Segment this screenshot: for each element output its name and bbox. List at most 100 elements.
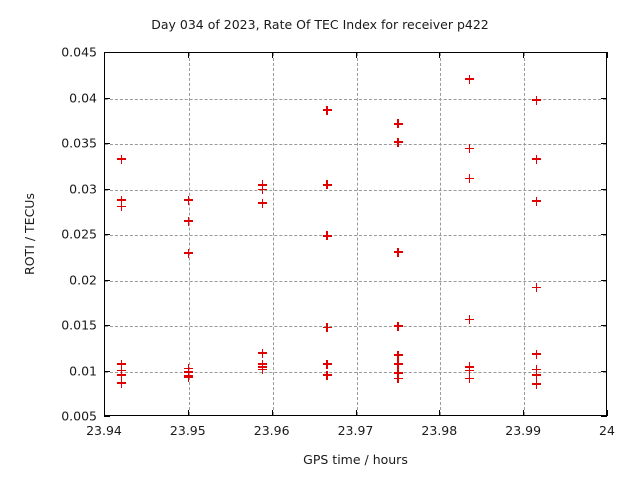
data-point-marker xyxy=(258,198,268,208)
y-tick-label: 0.005 xyxy=(61,408,97,424)
data-point-marker xyxy=(117,202,127,212)
gridline-horizontal xyxy=(105,371,606,373)
data-point-marker xyxy=(322,323,332,333)
y-tick-mark xyxy=(104,97,110,99)
x-axis-label: GPS time / hours xyxy=(303,452,408,467)
data-point-marker xyxy=(258,180,268,190)
data-point-marker xyxy=(117,195,127,205)
y-tick-mark xyxy=(601,279,607,281)
x-tick-mark xyxy=(439,52,441,58)
data-point-marker xyxy=(532,283,542,293)
data-point-marker xyxy=(532,196,542,206)
data-point-marker xyxy=(465,74,475,84)
x-tick-mark xyxy=(607,410,608,416)
x-tick-mark xyxy=(187,52,189,58)
y-tick-mark xyxy=(601,188,607,190)
y-tick-mark xyxy=(104,370,110,372)
gridline-horizontal xyxy=(105,280,606,282)
gridline-horizontal xyxy=(105,144,606,145)
data-point-marker xyxy=(117,154,127,164)
plot-area xyxy=(104,52,607,416)
x-tick-label: 23.97 xyxy=(337,423,374,438)
data-point-marker xyxy=(465,362,475,372)
y-tick-label: 0.04 xyxy=(69,90,97,105)
data-point-marker xyxy=(393,137,403,147)
y-tick-mark xyxy=(104,143,110,144)
x-tick-mark xyxy=(187,410,189,416)
gridline-vertical xyxy=(440,53,442,415)
data-point-marker xyxy=(258,359,268,369)
y-axis-tick-labels: 0.005 0.01 0.015 0.02 0.025 0.03 0.035 0.04 0.04… xyxy=(0,45,97,424)
x-tick-label: 23.98 xyxy=(421,423,458,438)
x-tick-mark xyxy=(355,410,357,416)
chart-title: Day 034 of 2023, Rate Of TEC Index for r… xyxy=(151,17,489,32)
data-point-marker xyxy=(258,362,268,372)
x-tick-mark xyxy=(271,410,273,416)
y-tick-label: 0.025 xyxy=(61,226,97,242)
y-tick-label: 0.045 xyxy=(61,44,97,60)
x-tick-label: 23.95 xyxy=(169,423,206,438)
y-tick-mark xyxy=(601,97,607,99)
data-point-marker xyxy=(532,379,542,389)
data-point-marker xyxy=(258,348,268,358)
data-point-marker xyxy=(393,247,403,257)
x-tick-label: 23.96 xyxy=(253,423,290,438)
y-tick-mark xyxy=(104,52,110,53)
y-tick-label: 0.035 xyxy=(61,135,97,151)
y-tick-label: 0.02 xyxy=(69,272,97,287)
y-tick-mark xyxy=(104,325,110,326)
y-tick-mark xyxy=(601,370,607,372)
gridline-horizontal xyxy=(105,189,606,191)
data-point-marker xyxy=(322,359,332,369)
x-tick-label: 23.99 xyxy=(505,423,542,438)
gridline-vertical xyxy=(188,53,190,415)
x-tick-label: 23.94 xyxy=(86,423,122,438)
data-point-marker xyxy=(532,365,542,375)
data-point-marker xyxy=(465,374,475,384)
gridline-vertical xyxy=(356,53,358,415)
data-point-marker xyxy=(532,349,542,359)
y-tick-label: 0.03 xyxy=(69,181,97,196)
x-tick-mark xyxy=(271,52,273,58)
data-point-marker xyxy=(532,95,542,105)
data-point-marker xyxy=(322,180,332,190)
x-tick-label: 24 xyxy=(599,423,615,438)
data-point-marker xyxy=(465,144,475,154)
y-tick-mark xyxy=(104,416,110,417)
gridline-horizontal xyxy=(105,326,606,327)
y-tick-mark xyxy=(601,416,607,417)
y-tick-mark xyxy=(104,279,110,281)
x-tick-mark xyxy=(607,52,608,58)
x-tick-mark xyxy=(523,410,525,416)
data-point-marker xyxy=(393,350,403,360)
data-point-marker xyxy=(393,368,403,378)
data-point-marker xyxy=(393,359,403,369)
gridline-vertical xyxy=(524,53,526,415)
x-tick-mark xyxy=(104,410,105,416)
data-point-marker xyxy=(465,174,475,184)
x-tick-mark xyxy=(355,52,357,58)
y-tick-label: 0.015 xyxy=(61,317,97,333)
y-axis-label: ROTI / TECUs xyxy=(22,193,37,275)
y-tick-mark xyxy=(104,188,110,190)
data-point-marker xyxy=(117,359,127,369)
x-tick-mark xyxy=(439,410,441,416)
y-tick-mark xyxy=(104,234,110,235)
x-axis-tick-labels: 23.94 23.95 23.96 23.97 23.98 23.99 24 xyxy=(86,423,615,443)
data-point-marker xyxy=(393,119,403,129)
data-point-marker xyxy=(117,378,127,388)
data-point-marker xyxy=(322,105,332,115)
gridline-horizontal xyxy=(105,235,606,236)
y-tick-mark xyxy=(601,234,607,235)
y-tick-label: 0.01 xyxy=(69,363,97,378)
data-point-marker xyxy=(532,154,542,164)
y-tick-mark xyxy=(601,325,607,326)
data-point-marker xyxy=(465,315,475,325)
data-point-marker xyxy=(258,365,268,375)
x-tick-mark xyxy=(523,52,525,58)
y-tick-mark xyxy=(601,143,607,144)
gridline-horizontal xyxy=(105,98,606,100)
x-tick-mark xyxy=(104,52,105,58)
y-tick-mark xyxy=(601,52,607,53)
